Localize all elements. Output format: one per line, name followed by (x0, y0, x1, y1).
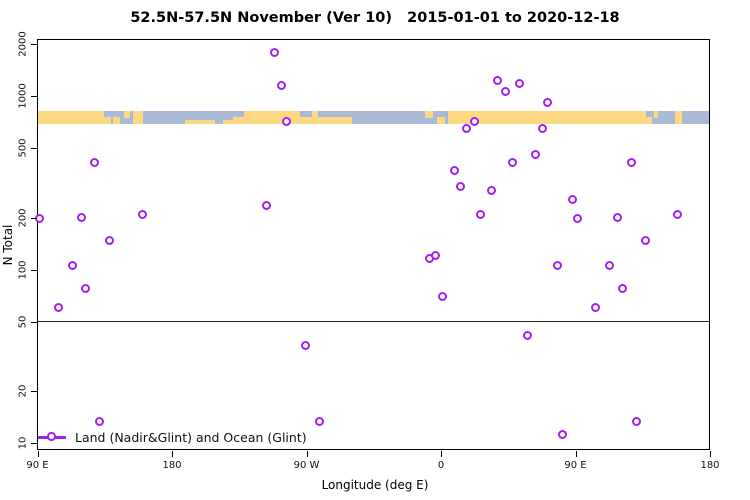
data-point (605, 260, 615, 270)
data-point (673, 210, 683, 220)
legend-circle-icon (47, 432, 56, 441)
y-axis-tick-label: 10 (17, 436, 28, 450)
data-point (493, 75, 503, 85)
y-axis-tick (31, 390, 37, 392)
data-point (450, 165, 460, 175)
data-point (438, 291, 448, 301)
plot-area (35, 39, 710, 450)
data-point (470, 117, 480, 127)
y-axis-tick (31, 269, 37, 271)
data-point (67, 261, 77, 271)
land-segment (38, 110, 104, 124)
x-axis-tick-label: 90 E (564, 459, 587, 471)
data-point (261, 200, 271, 210)
y-axis-tick (31, 96, 37, 98)
land-segment (448, 110, 647, 124)
data-point (138, 209, 148, 219)
data-point (557, 429, 567, 439)
data-point (631, 417, 641, 427)
land-ocean-map-band (38, 110, 709, 124)
x-axis-tick (37, 450, 39, 457)
data-point (591, 303, 601, 313)
y-axis-tick (31, 321, 37, 323)
land-segment (233, 116, 244, 124)
y-axis-tick-label: 500 (17, 138, 28, 159)
data-point (270, 47, 280, 57)
x-axis-tick-label: 90 W (293, 459, 320, 471)
land-segment (437, 116, 446, 124)
data-point (486, 186, 496, 196)
x-axis-tick (575, 450, 577, 457)
data-point (77, 212, 87, 222)
data-point (301, 340, 311, 350)
y-axis-tick-label: 2000 (17, 31, 28, 57)
legend-label: Land (Nadir&Glint) and Ocean (Glint) (75, 430, 307, 445)
data-point (430, 251, 440, 261)
land-segment (675, 110, 683, 124)
x-axis-tick-label: 180 (700, 459, 720, 471)
x-axis-tick (710, 450, 711, 457)
data-point (90, 158, 100, 168)
data-point (476, 209, 486, 219)
land-segment (132, 110, 143, 124)
land-segment (124, 110, 130, 118)
y-axis-tick-label: 50 (17, 315, 28, 329)
y-axis-title: N Total (1, 224, 15, 266)
land-segment (425, 110, 434, 118)
data-point (523, 330, 533, 340)
data-point (537, 123, 547, 133)
x-axis-tick-label: 90 E (26, 459, 49, 471)
data-point (461, 123, 471, 133)
land-segment (646, 116, 652, 124)
data-point (507, 158, 517, 168)
land-segment (300, 116, 313, 124)
data-point (552, 260, 562, 270)
data-point (618, 284, 628, 294)
data-point (276, 80, 286, 90)
data-point (626, 158, 636, 168)
data-point (573, 214, 583, 224)
data-point (567, 194, 577, 204)
data-point (515, 79, 525, 89)
chart-title: 52.5N-57.5N November (Ver 10) 2015-01-01… (130, 10, 620, 26)
land-segment (318, 116, 353, 124)
land-segment (312, 110, 319, 124)
y-axis-tick-label: 1000 (17, 83, 28, 110)
reference-line-n50 (38, 320, 709, 322)
y-axis-tick (31, 443, 37, 445)
data-point (315, 417, 325, 427)
y-axis-tick (31, 44, 37, 46)
x-axis-tick (172, 450, 173, 457)
data-point (612, 212, 622, 222)
data-point (54, 303, 64, 313)
x-axis-tick (306, 450, 308, 457)
data-point (35, 214, 45, 224)
y-axis-tick-label: 100 (17, 260, 28, 280)
data-point (530, 150, 540, 160)
land-segment (243, 110, 301, 124)
y-axis-tick-label: 200 (17, 207, 28, 228)
data-point (500, 86, 510, 96)
x-axis-tick (441, 450, 442, 457)
land-segment (653, 110, 658, 118)
land-segment (104, 116, 112, 124)
y-axis-tick (31, 217, 37, 219)
land-segment (222, 119, 234, 124)
land-segment (112, 116, 120, 124)
data-point (104, 236, 114, 246)
data-point (81, 284, 91, 294)
data-point (640, 236, 650, 246)
x-axis-tick-label: 0 (437, 459, 445, 471)
y-axis-tick (31, 148, 37, 150)
data-point (456, 182, 466, 192)
data-point (281, 117, 291, 127)
y-axis-tick-label: 20 (17, 384, 28, 398)
x-axis-title: Longitude (deg E) (321, 478, 429, 492)
land-segment (185, 119, 216, 124)
data-point (543, 97, 553, 107)
x-axis-tick-label: 180 (162, 459, 182, 471)
data-point (95, 417, 105, 427)
